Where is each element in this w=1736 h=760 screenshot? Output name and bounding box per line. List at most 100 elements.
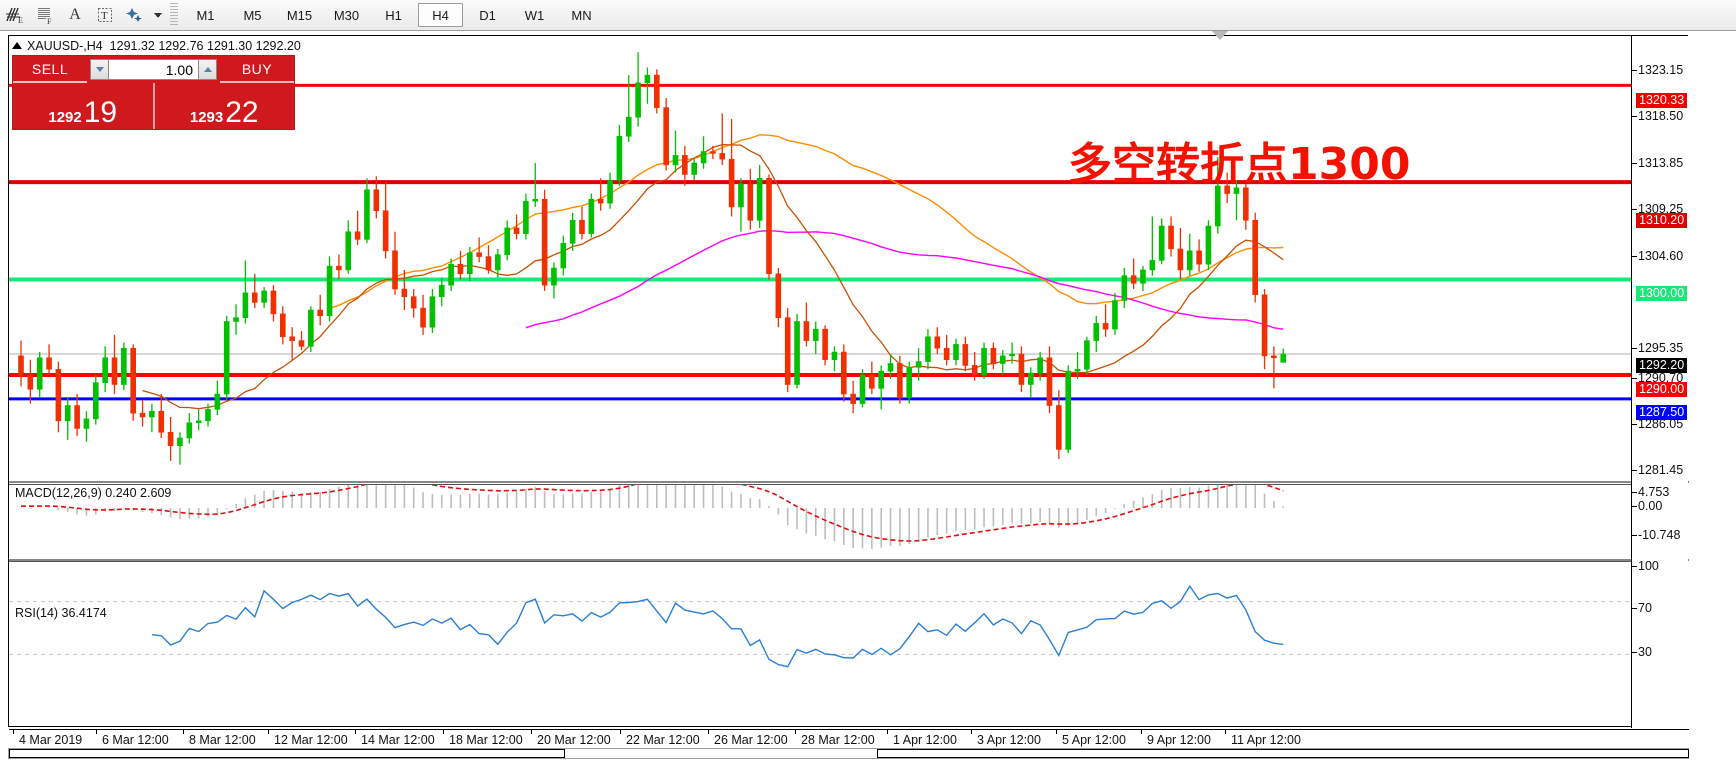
- timeframe-m30[interactable]: M30: [333, 7, 360, 23]
- time-axis-tick: [1141, 730, 1142, 734]
- time-axis-tick: [708, 730, 709, 734]
- svg-text:F: F: [47, 17, 52, 25]
- timeframe-h4[interactable]: H4: [418, 3, 463, 27]
- price-scale-tick: [1632, 566, 1637, 567]
- pane-divider-rsi: [9, 559, 1689, 561]
- chart-annotation-text: 多空转折点1300: [1068, 139, 1411, 190]
- time-axis-tick: [971, 730, 972, 734]
- price-scale-tick: [1632, 348, 1637, 349]
- timeframe-h1[interactable]: H1: [385, 7, 402, 23]
- price-scale-tick: [1632, 492, 1637, 493]
- one-click-trade-panel: SELL 1.00 BUY 1292 19 1293 22: [12, 55, 295, 130]
- price-scale-label: -10.748: [1638, 528, 1681, 542]
- time-axis-label: 22 Mar 12:00: [626, 733, 700, 747]
- timeframe-m1[interactable]: M1: [196, 7, 215, 23]
- time-axis-tick: [96, 730, 97, 734]
- timeframe-w1[interactable]: W1: [524, 7, 545, 23]
- price-scale-label: 1323.15: [1638, 63, 1684, 77]
- time-axis-label: 28 Mar 12:00: [801, 733, 875, 747]
- time-axis-label: 12 Mar 12:00: [274, 733, 348, 747]
- price-scale-label: 1309.25: [1638, 202, 1684, 216]
- price-scale-label: 1290.00: [1636, 382, 1688, 397]
- price-scale-label: 1313.85: [1638, 156, 1684, 170]
- pane-divider-macd: [9, 481, 1689, 483]
- text-tool-icon[interactable]: A: [69, 6, 81, 23]
- sell-price-prefix: 1292: [48, 109, 82, 126]
- macd-pane[interactable]: [9, 484, 1631, 559]
- lot-size-stepper[interactable]: 1.00: [90, 58, 217, 81]
- time-axis-tick: [795, 730, 796, 734]
- time-axis-tick: [13, 730, 14, 734]
- price-scale-tick: [1632, 116, 1637, 117]
- time-axis-label: 4 Mar 2019: [19, 733, 83, 747]
- toolbar-separator: [170, 3, 178, 27]
- price-scale-label: 1318.50: [1638, 109, 1684, 123]
- toolbar-dropdown-caret-icon[interactable]: [150, 1, 166, 29]
- ohlc-values: 1291.32 1292.76 1291.30 1292.20: [109, 39, 301, 53]
- svg-text:T: T: [101, 10, 108, 22]
- time-axis-tick: [531, 730, 532, 734]
- price-chart-pane[interactable]: [9, 36, 1631, 480]
- price-scale-tick: [1632, 424, 1637, 425]
- price-scale-label: 0.00: [1638, 499, 1663, 513]
- sell-quote[interactable]: 1292 19: [13, 83, 153, 129]
- time-axis-label: 3 Apr 12:00: [977, 733, 1041, 747]
- time-axis-label: 14 Mar 12:00: [361, 733, 435, 747]
- price-scale[interactable]: 1323.15 1320.33 1318.50 1313.85 1310.20 1309.…: [1631, 36, 1688, 728]
- label-tool-icon[interactable]: T: [90, 1, 120, 29]
- main-toolbar: E F A T M1 M5 M15 M30 H1 H4 D1 W1 MN: [0, 0, 1736, 31]
- time-axis-tick: [620, 730, 621, 734]
- price-scale-tick: [1632, 608, 1637, 609]
- buy-quote[interactable]: 1293 22: [152, 83, 295, 129]
- price-scale-label: 1304.60: [1638, 249, 1684, 263]
- lot-size-input[interactable]: 1.00: [109, 59, 198, 80]
- time-axis-label: 18 Mar 12:00: [449, 733, 523, 747]
- sell-price-suffix: 19: [83, 96, 118, 129]
- sell-button[interactable]: SELL: [13, 56, 87, 83]
- time-axis-label: 9 Apr 12:00: [1147, 733, 1211, 747]
- objects-icon[interactable]: [120, 1, 150, 29]
- time-axis-label: 6 Mar 12:00: [102, 733, 169, 747]
- macd-label: MACD(12,26,9) 0.240 2.609: [13, 486, 174, 500]
- time-axis-label: 8 Mar 12:00: [189, 733, 256, 747]
- time-axis-label: 26 Mar 12:00: [714, 733, 788, 747]
- chart-scroll-down-arrow-icon[interactable]: [1212, 31, 1228, 40]
- svg-text:E: E: [18, 16, 23, 25]
- price-scale-label: 1290.70: [1638, 371, 1684, 385]
- price-scale-tick: [1632, 163, 1637, 164]
- price-scale-label: 4.753: [1638, 485, 1670, 499]
- price-scale-label: 100: [1638, 559, 1659, 573]
- time-axis-tick: [1225, 730, 1226, 734]
- lot-decrement-button[interactable]: [90, 59, 109, 80]
- price-scale-tick: [1632, 378, 1637, 379]
- timeframe-m15[interactable]: M15: [286, 7, 313, 23]
- chart-window: [8, 35, 1688, 727]
- time-axis-tick: [355, 730, 356, 734]
- time-axis-tick: [1056, 730, 1057, 734]
- price-scale-label: 30: [1638, 645, 1652, 659]
- grid-icon[interactable]: F: [30, 1, 60, 29]
- horizontal-scrollbar-thumb-2[interactable]: [877, 749, 1689, 758]
- time-axis[interactable]: 4 Mar 2019 6 Mar 12:00 8 Mar 12:00 12 Mar 1…: [9, 729, 1689, 750]
- time-axis-label: 5 Apr 12:00: [1062, 733, 1126, 747]
- timeframe-d1[interactable]: D1: [479, 7, 496, 23]
- lot-increment-button[interactable]: [198, 59, 217, 80]
- horizontal-scrollbar-thumb[interactable]: [9, 749, 565, 758]
- timeframe-m5[interactable]: M5: [243, 7, 262, 23]
- price-scale-label: 1292.20: [1636, 358, 1688, 373]
- price-scale-label: 1286.05: [1638, 417, 1684, 431]
- collapse-triangle-icon[interactable]: [12, 42, 22, 49]
- rsi-label: RSI(14) 36.4174: [13, 606, 109, 620]
- buy-button[interactable]: BUY: [220, 56, 294, 83]
- horizontal-scrollbar[interactable]: [8, 748, 1689, 759]
- price-scale-label: 1310.20: [1636, 213, 1688, 228]
- indicators-icon[interactable]: E: [0, 1, 30, 29]
- timeframe-mn[interactable]: MN: [571, 7, 592, 23]
- price-scale-tick: [1632, 506, 1637, 507]
- buy-price-suffix: 22: [225, 96, 259, 129]
- price-scale-tick: [1632, 535, 1637, 536]
- rsi-pane[interactable]: [9, 561, 1631, 693]
- time-axis-tick: [443, 730, 444, 734]
- price-scale-label: 1295.35: [1638, 341, 1684, 355]
- time-axis-label: 11 Apr 12:00: [1231, 733, 1301, 747]
